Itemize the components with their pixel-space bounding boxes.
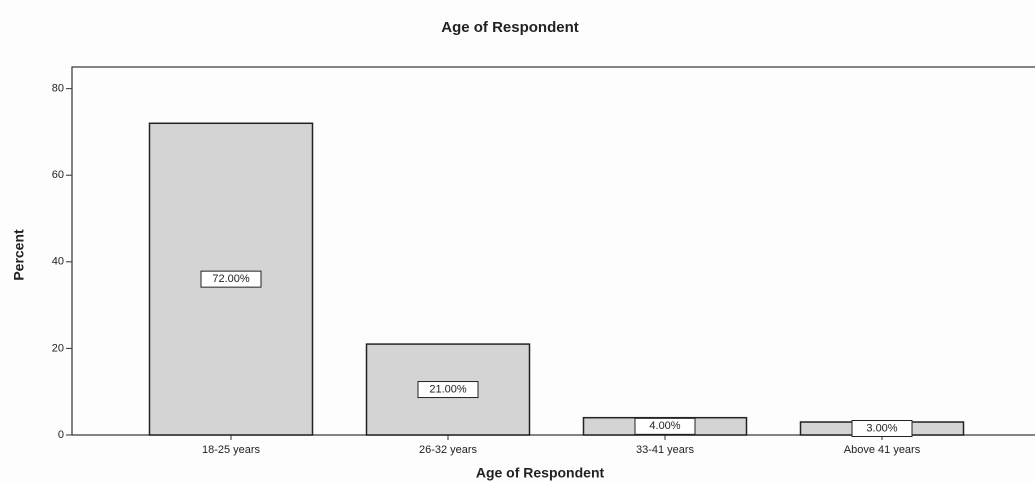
plot-frame <box>71 66 1035 436</box>
x-tick-label: 18-25 years <box>202 444 261 456</box>
value-label: 4.00% <box>649 420 680 432</box>
value-label-box <box>200 270 262 288</box>
value-label: 3.00% <box>866 422 897 434</box>
value-label: 72.00% <box>212 273 250 285</box>
value-label-box <box>634 417 696 435</box>
x-tick-label: 33-41 years <box>636 444 695 456</box>
chart-title: Age of Respondent <box>441 19 579 36</box>
y-tick-label: 60 <box>52 169 64 181</box>
y-tick-label: 80 <box>52 83 64 95</box>
x-tick-label: Above 41 years <box>844 444 921 456</box>
y-axis-label: Percent <box>11 229 27 281</box>
value-label-box <box>851 420 913 438</box>
y-tick-label: 20 <box>52 342 64 354</box>
x-tick-label: 26-32 years <box>419 444 478 456</box>
x-axis-label: Age of Respondent <box>476 465 605 481</box>
y-tick-label: 40 <box>52 256 64 268</box>
y-tick-label: 0 <box>58 429 64 441</box>
value-label-box <box>417 381 479 399</box>
value-label: 21.00% <box>429 383 467 395</box>
